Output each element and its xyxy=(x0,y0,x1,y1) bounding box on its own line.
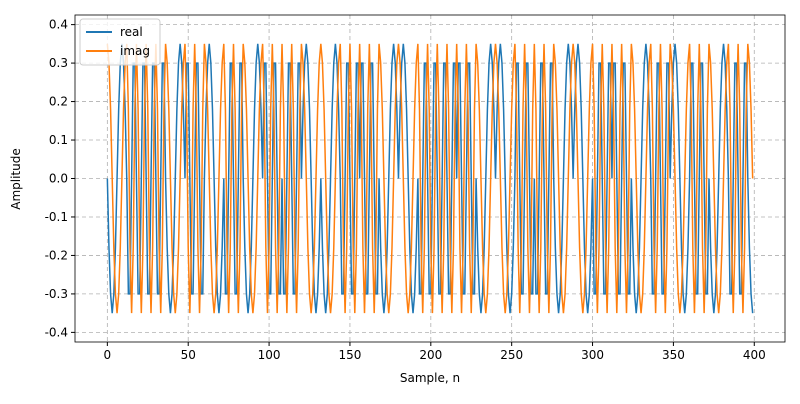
x-tick-label: 400 xyxy=(743,348,766,362)
y-tick-label: -0.4 xyxy=(45,325,68,339)
y-tick-label: -0.2 xyxy=(45,248,68,262)
x-tick-label: 50 xyxy=(181,348,196,362)
x-tick-label: 300 xyxy=(581,348,604,362)
line-series xyxy=(106,43,754,314)
x-tick-label: 0 xyxy=(104,348,112,362)
legend: real imag xyxy=(79,18,161,66)
y-tick-label: 0.0 xyxy=(49,172,68,186)
x-tick-label: 150 xyxy=(338,348,361,362)
y-tick-label: 0.1 xyxy=(49,133,68,147)
y-axis-label: Amplitude xyxy=(9,148,23,210)
legend-box xyxy=(79,18,161,66)
y-tick-label: -0.3 xyxy=(45,287,68,301)
legend-label: imag xyxy=(120,44,150,58)
line-series xyxy=(106,43,754,314)
plot-frame xyxy=(74,14,786,343)
y-tick-label: 0.2 xyxy=(49,95,68,109)
y-tick-label: 0.4 xyxy=(49,18,68,32)
legend-label: real xyxy=(120,25,143,39)
x-axis-label: Sample, n xyxy=(400,371,460,385)
y-tick-label: 0.3 xyxy=(49,56,68,70)
x-tick-label: 100 xyxy=(258,348,281,362)
x-tick-label: 200 xyxy=(419,348,442,362)
x-tick-label: 250 xyxy=(500,348,523,362)
y-tick-label: -0.1 xyxy=(45,210,68,224)
x-tick-label: 350 xyxy=(662,348,685,362)
